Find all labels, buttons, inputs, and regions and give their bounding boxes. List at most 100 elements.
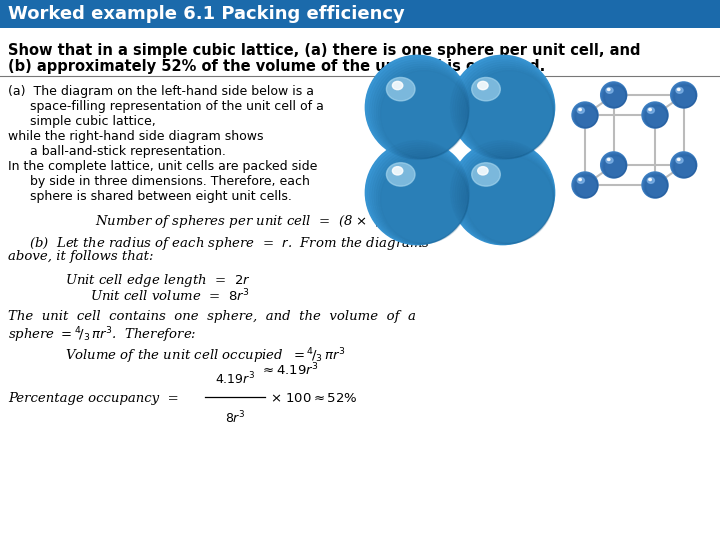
- Ellipse shape: [676, 87, 683, 93]
- Circle shape: [378, 68, 468, 158]
- Circle shape: [372, 62, 469, 159]
- Circle shape: [365, 56, 469, 159]
- Ellipse shape: [579, 179, 581, 180]
- Circle shape: [572, 172, 598, 198]
- Circle shape: [644, 104, 668, 128]
- Circle shape: [603, 84, 626, 107]
- Circle shape: [575, 174, 598, 198]
- Circle shape: [644, 105, 667, 128]
- Circle shape: [459, 149, 554, 244]
- Circle shape: [644, 174, 668, 198]
- Circle shape: [672, 84, 696, 108]
- Circle shape: [575, 175, 598, 198]
- Text: Unit cell edge length  =  $2r$: Unit cell edge length = $2r$: [65, 272, 251, 289]
- Circle shape: [453, 57, 554, 159]
- Circle shape: [644, 173, 668, 198]
- Ellipse shape: [472, 77, 500, 101]
- Circle shape: [674, 155, 696, 178]
- Circle shape: [604, 85, 626, 107]
- Circle shape: [673, 85, 696, 107]
- Circle shape: [374, 64, 469, 159]
- Circle shape: [457, 62, 554, 159]
- Circle shape: [670, 152, 697, 178]
- Circle shape: [466, 156, 553, 244]
- Circle shape: [672, 153, 696, 178]
- Ellipse shape: [608, 89, 610, 91]
- Circle shape: [574, 174, 598, 198]
- Ellipse shape: [577, 178, 585, 184]
- Circle shape: [600, 152, 626, 178]
- Circle shape: [600, 82, 626, 108]
- Circle shape: [576, 106, 598, 127]
- Circle shape: [451, 140, 554, 245]
- Circle shape: [365, 56, 469, 159]
- Circle shape: [365, 140, 469, 245]
- Circle shape: [466, 70, 553, 158]
- Circle shape: [674, 85, 696, 107]
- Circle shape: [573, 173, 598, 198]
- Text: $8r^3$: $8r^3$: [225, 410, 246, 427]
- Circle shape: [462, 66, 554, 158]
- Circle shape: [369, 145, 469, 244]
- Bar: [0, 0, 720, 28]
- Ellipse shape: [392, 82, 402, 90]
- Ellipse shape: [577, 107, 585, 113]
- Circle shape: [459, 64, 554, 159]
- Circle shape: [457, 147, 554, 244]
- Circle shape: [672, 84, 696, 107]
- Circle shape: [644, 174, 667, 198]
- Text: $\approx 4.19r^3$: $\approx 4.19r^3$: [260, 362, 319, 379]
- Circle shape: [601, 83, 626, 108]
- Ellipse shape: [472, 163, 500, 186]
- Circle shape: [572, 103, 598, 128]
- Circle shape: [575, 105, 598, 128]
- Circle shape: [642, 102, 668, 128]
- Circle shape: [645, 175, 667, 198]
- Circle shape: [374, 149, 469, 244]
- Circle shape: [376, 66, 469, 158]
- Text: Worked example 6.1 Packing efficiency: Worked example 6.1 Packing efficiency: [8, 5, 405, 23]
- Circle shape: [672, 83, 696, 108]
- Circle shape: [603, 154, 626, 178]
- Circle shape: [604, 86, 626, 107]
- Text: The  unit  cell  contains  one  sphere,  and  the  volume  of  a: The unit cell contains one sphere, and t…: [8, 310, 416, 323]
- Ellipse shape: [477, 167, 488, 175]
- Text: Unit cell volume  =  $8r^3$: Unit cell volume = $8r^3$: [90, 288, 250, 305]
- Text: sphere $= {}^4\!/_3\,\pi r^3$.  Therefore:: sphere $= {}^4\!/_3\,\pi r^3$. Therefore…: [8, 325, 197, 345]
- Circle shape: [367, 57, 469, 159]
- Circle shape: [574, 104, 598, 128]
- Ellipse shape: [676, 158, 683, 163]
- Circle shape: [670, 82, 697, 108]
- Circle shape: [600, 152, 626, 178]
- Circle shape: [574, 104, 598, 128]
- Circle shape: [602, 153, 626, 178]
- Ellipse shape: [678, 89, 680, 91]
- Circle shape: [671, 83, 697, 108]
- Text: Percentage occupancy  =: Percentage occupancy =: [8, 392, 179, 405]
- Ellipse shape: [606, 87, 613, 93]
- Circle shape: [464, 153, 554, 244]
- Circle shape: [455, 145, 554, 244]
- Text: $4.19r^3$: $4.19r^3$: [215, 370, 256, 387]
- Circle shape: [378, 153, 468, 244]
- Circle shape: [453, 143, 554, 245]
- Circle shape: [602, 84, 626, 108]
- Circle shape: [642, 173, 668, 198]
- Circle shape: [604, 156, 626, 178]
- Circle shape: [575, 105, 598, 127]
- Circle shape: [572, 102, 598, 128]
- Circle shape: [572, 173, 598, 198]
- Text: (a)  The diagram on the left-hand side below is a: (a) The diagram on the left-hand side be…: [8, 85, 314, 98]
- Circle shape: [573, 103, 598, 128]
- Circle shape: [672, 153, 696, 178]
- Ellipse shape: [579, 109, 581, 111]
- Circle shape: [643, 173, 668, 198]
- Circle shape: [672, 154, 696, 178]
- Circle shape: [670, 82, 697, 108]
- Circle shape: [451, 56, 554, 159]
- Circle shape: [642, 172, 668, 198]
- Circle shape: [670, 152, 697, 178]
- Ellipse shape: [606, 158, 613, 163]
- Circle shape: [646, 176, 667, 198]
- Text: $\times\ 100 \approx 52\%$: $\times\ 100 \approx 52\%$: [270, 392, 358, 405]
